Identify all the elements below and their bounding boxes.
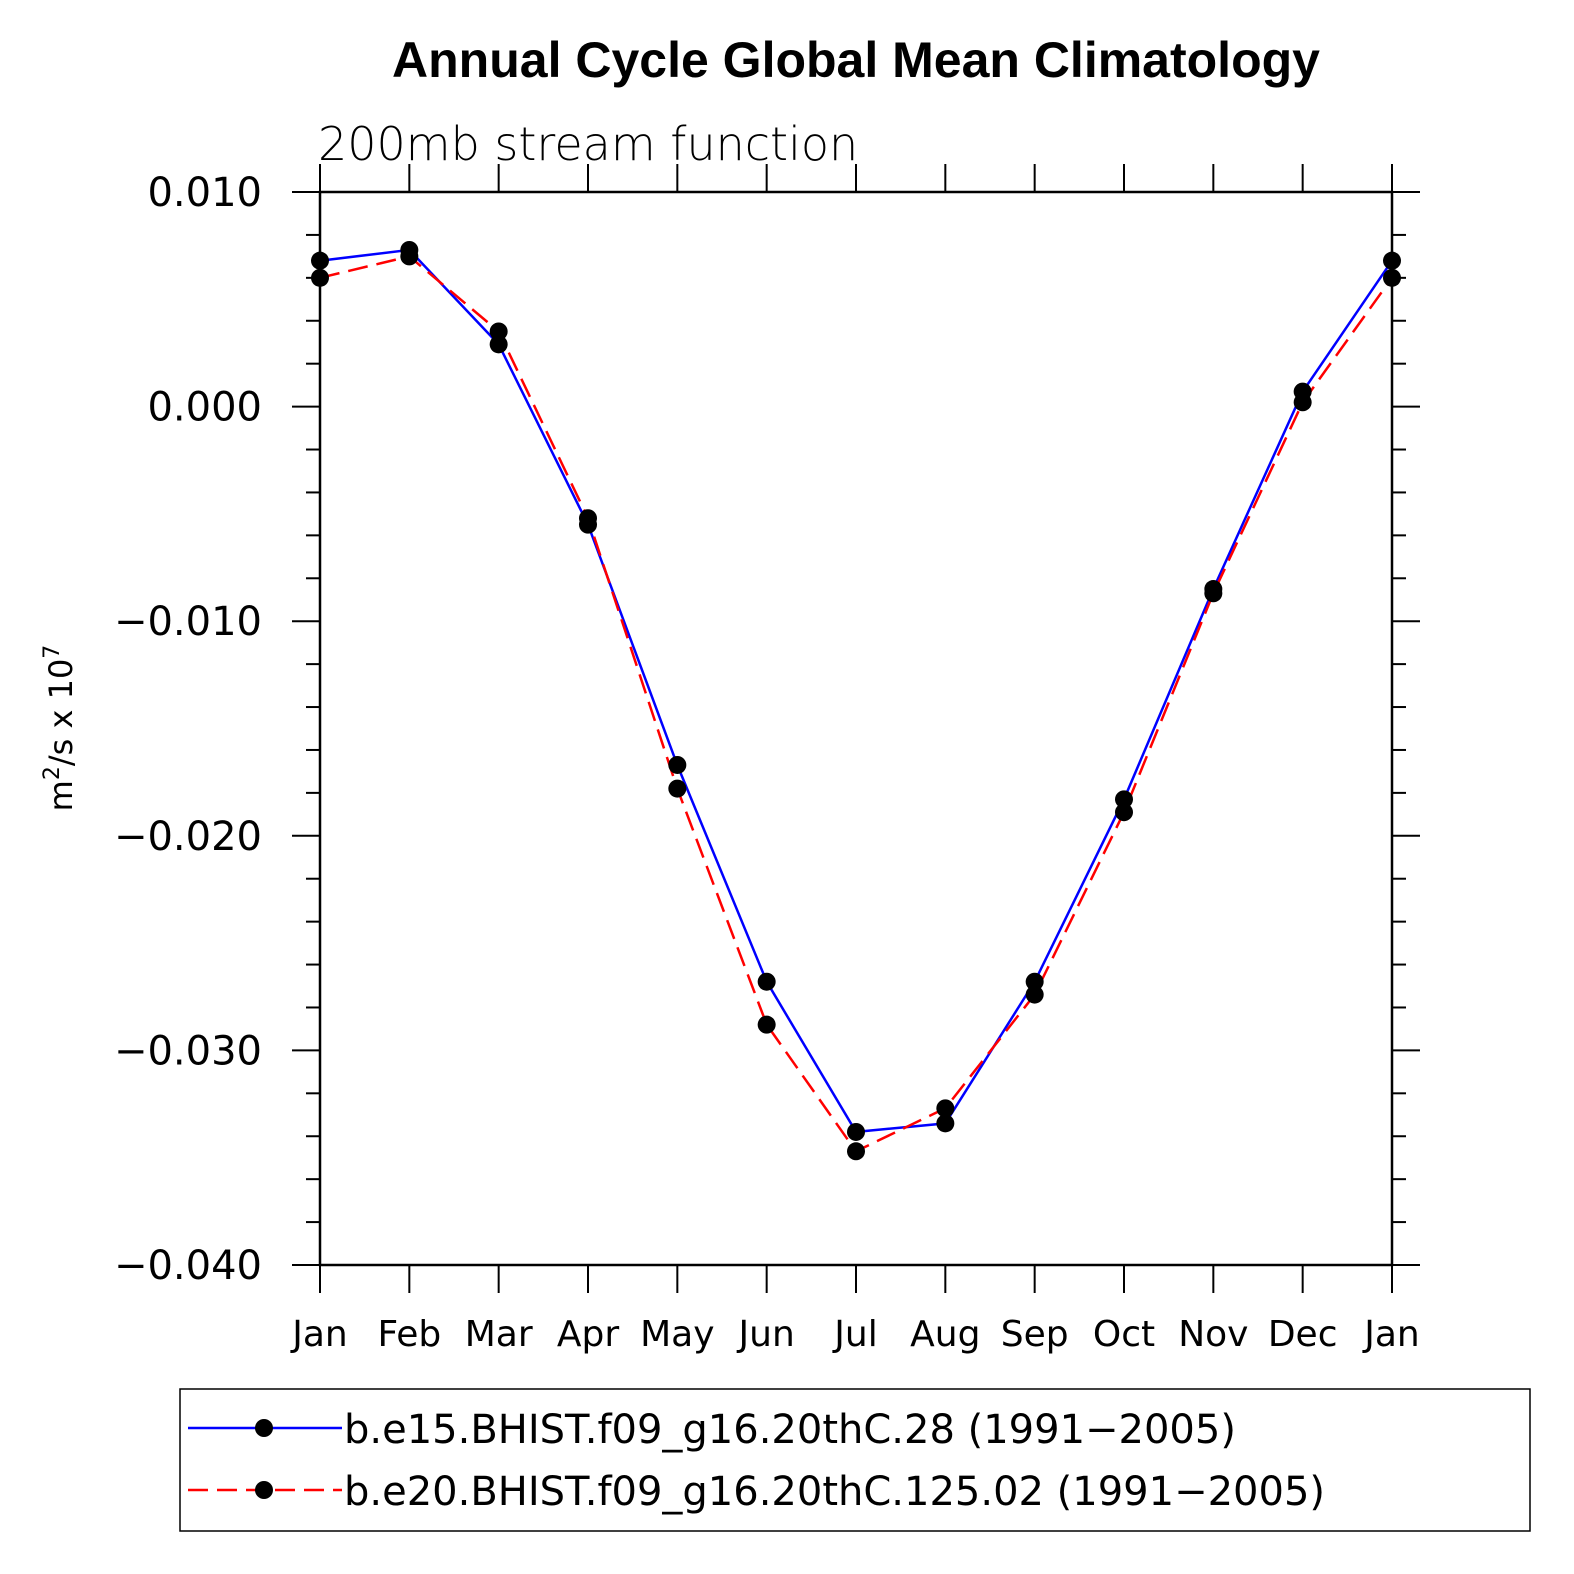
plot-area: 0.010 0.000 −0.010 −0.020 −0.030 −0.040 Jan Fe…	[114, 164, 1420, 1355]
series-2-point	[1204, 584, 1223, 603]
plot-frame	[318, 190, 1394, 1267]
series-1-point	[668, 755, 687, 774]
x-tick-label: Mar	[465, 1314, 533, 1355]
series-2-point	[1115, 803, 1133, 822]
chart-subtitle: 200mb stream function	[318, 117, 858, 171]
x-tick-label: Jul	[832, 1314, 877, 1355]
x-tick-label: Jun	[737, 1314, 795, 1355]
legend-marker-2	[255, 1481, 273, 1499]
x-tick-label: Oct	[1093, 1314, 1155, 1355]
series-2-point	[757, 1015, 776, 1034]
series-2-point	[579, 509, 597, 528]
x-tick-label: Feb	[377, 1314, 441, 1355]
x-tick-label: Aug	[910, 1314, 980, 1355]
series-1-point	[489, 335, 508, 354]
y-axis-ticks: 0.010 0.000 −0.010 −0.020 −0.030 −0.040	[114, 170, 1420, 1289]
y-axis-label-base: m	[42, 780, 80, 811]
y-tick-label: −0.040	[114, 1243, 262, 1289]
series-2-point	[311, 268, 329, 287]
series-line-2	[319, 255, 1394, 1153]
series-2-point	[1293, 393, 1312, 412]
y-tick-label: 0.010	[147, 170, 262, 216]
y-axis-label-sup2: 7	[40, 645, 65, 659]
x-tick-label: Sep	[1001, 1314, 1069, 1355]
y-axis-label-mid: /s x 10	[42, 659, 80, 766]
series-2-point	[400, 247, 419, 266]
series-1-point	[1383, 251, 1401, 270]
chart-title: Annual Cycle Global Mean Climatology	[392, 32, 1320, 88]
y-tick-label: 0.000	[147, 385, 262, 431]
y-tick-label: −0.030	[114, 1028, 262, 1074]
series-line-1	[319, 248, 1394, 1134]
y-tick-label: −0.020	[114, 814, 262, 860]
x-axis-ticks: Jan Feb Mar Apr May Jun Jul Aug Sep Oct Nov Dec Jan	[290, 164, 1420, 1355]
series-1-point	[847, 1122, 865, 1141]
series-1-point	[757, 972, 776, 991]
series-layer	[311, 240, 1401, 1161]
y-axis-label: m2/s x 107	[40, 645, 80, 812]
series-2-point	[847, 1142, 865, 1161]
legend-marker-1	[255, 1419, 273, 1437]
series-1-point	[936, 1114, 955, 1133]
series-2-point	[1383, 268, 1401, 287]
legend-label-2: b.e20.BHIST.f09_g16.20thC.125.02 (1991−2…	[344, 1469, 1325, 1515]
series-2-point	[1025, 985, 1044, 1004]
legend-label-1: b.e15.BHIST.f09_g16.20thC.28 (1991−2005)	[344, 1407, 1236, 1453]
x-tick-label: Jan	[1362, 1314, 1420, 1355]
legend: b.e15.BHIST.f09_g16.20thC.28 (1991−2005)…	[179, 1388, 1531, 1532]
x-tick-label: Jan	[290, 1314, 348, 1355]
series-2-point	[936, 1099, 955, 1118]
series-2-point	[489, 322, 508, 341]
legend-box	[179, 1388, 1531, 1532]
x-tick-label: Dec	[1268, 1314, 1338, 1355]
y-tick-label: −0.010	[114, 599, 262, 645]
series-1-point	[1025, 972, 1044, 991]
series-1-point	[1115, 790, 1133, 809]
series-2-point	[668, 779, 687, 798]
series-1-point	[311, 251, 329, 270]
x-tick-label: Nov	[1178, 1314, 1248, 1355]
x-tick-label: Apr	[557, 1314, 619, 1355]
y-axis-label-sup1: 2	[40, 766, 65, 780]
x-tick-label: May	[640, 1314, 714, 1355]
